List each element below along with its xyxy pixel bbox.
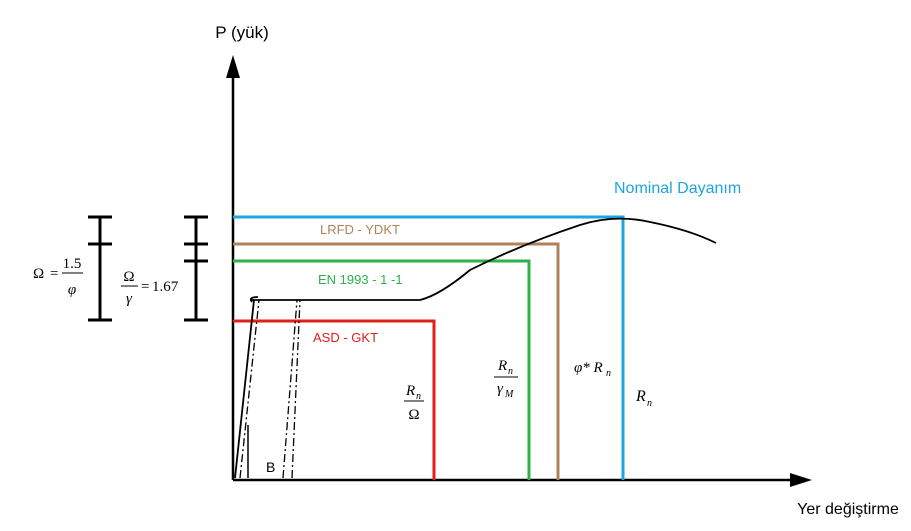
x-label: Yer değiştirme xyxy=(797,501,899,518)
formula-phi-rn: φ* R n xyxy=(574,360,611,379)
f-text: Ω xyxy=(123,269,134,285)
unload-line xyxy=(239,299,260,479)
f-text: γ xyxy=(126,291,133,307)
nominal-line xyxy=(233,215,625,480)
y-arrow xyxy=(226,55,240,78)
f-text: Ω xyxy=(33,266,44,282)
f-text: n xyxy=(647,398,652,409)
formula-rn-gamma: R n γ M xyxy=(494,358,518,400)
formula-rn: R n xyxy=(635,388,652,409)
en-line xyxy=(233,259,531,480)
f-text: M xyxy=(504,389,514,400)
y-label: P (yük) xyxy=(215,23,269,42)
f-text: 1.67 xyxy=(152,279,179,295)
f-text: γ xyxy=(497,381,504,397)
nominal-label: Nominal Dayanım xyxy=(614,180,741,197)
f-text: φ* R xyxy=(574,360,603,376)
f-text: φ xyxy=(68,282,76,298)
f-text: Ω xyxy=(408,407,419,423)
f-text: R xyxy=(405,383,415,399)
f-text: = xyxy=(141,279,149,295)
lrfd-line xyxy=(233,242,560,480)
f-text: n xyxy=(416,391,421,402)
x-arrow xyxy=(790,473,812,487)
f-text: n xyxy=(606,368,611,379)
formula-omega-phi: Ω = 1.5 φ xyxy=(33,256,83,298)
f-text: = xyxy=(50,266,58,282)
asd-label: ASD - GKT xyxy=(313,330,378,345)
load-curve xyxy=(234,217,717,479)
f-text: n xyxy=(508,366,513,377)
formula-rn-omega: R n Ω xyxy=(404,383,424,423)
axes xyxy=(231,70,795,482)
en-label: EN 1993 - 1 -1 xyxy=(318,272,403,287)
formula-omega-gamma: Ω γ = 1.67 xyxy=(121,269,179,307)
factor-bars xyxy=(88,215,208,322)
f-text: R xyxy=(635,388,646,405)
lrfd-label: LRFD - YDKT xyxy=(320,222,400,237)
asd-line xyxy=(233,319,436,480)
b-label: B xyxy=(266,459,275,475)
unload-line-b xyxy=(282,299,301,479)
f-text: 1.5 xyxy=(63,256,82,272)
f-text: R xyxy=(497,358,507,374)
